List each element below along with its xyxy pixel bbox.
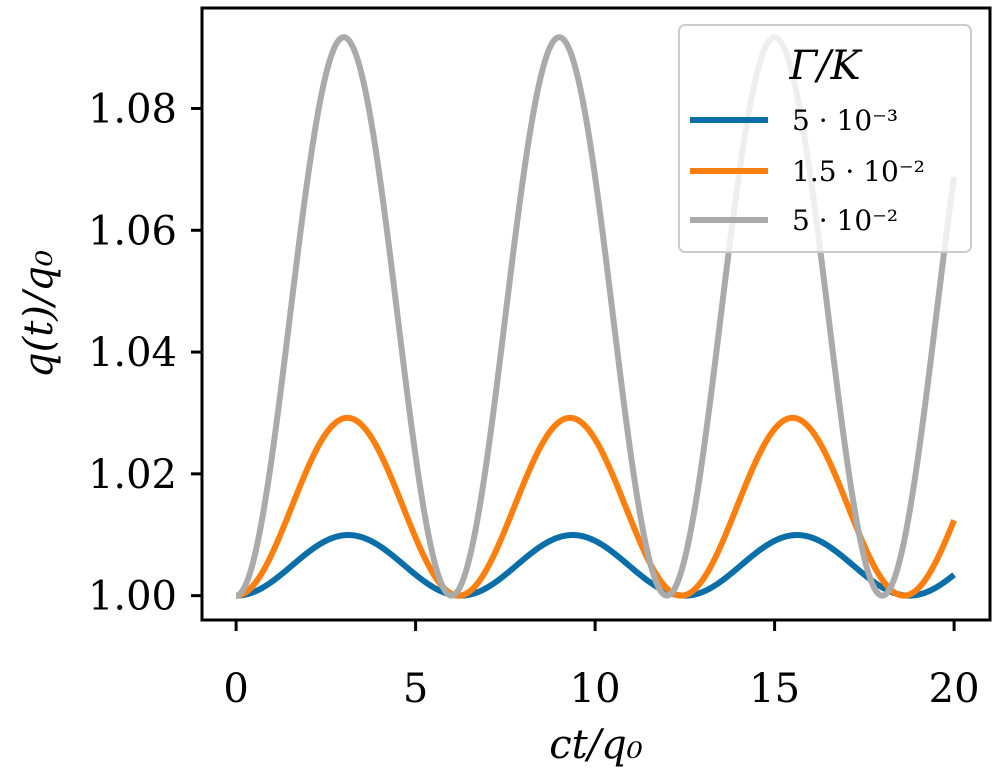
legend-label-3: 5 · 10⁻² [792,204,898,237]
legend: Γ/K 5 · 10⁻³ 1.5 · 10⁻² 5 · 10⁻² [678,24,972,253]
series-layer [234,34,958,599]
y-tick-label: 1.02 [88,452,177,498]
x-tick-label: 10 [570,666,621,712]
legend-title: Γ/K [788,43,862,89]
legend-label-2: 1.5 · 10⁻² [792,155,925,188]
series-line-3 [234,34,958,599]
legend-entries: 5 · 10⁻³ 1.5 · 10⁻² 5 · 10⁻² [690,104,925,237]
series-line-2 [234,414,957,599]
x-tick-label: 0 [223,666,248,712]
y-tick-label: 1.00 [88,574,177,620]
x-tick-label: 5 [403,666,428,712]
ticks-layer: 0 5 10 15 20 1.00 1.02 1.04 1.06 1.08 [88,86,980,712]
y-tick-label: 1.04 [88,330,177,376]
x-tick-label: 15 [749,666,800,712]
y-axis-label: q(t)/q₀ [16,250,62,378]
legend-box [678,24,972,253]
x-axis-label: ct/q₀ [549,722,643,768]
y-tick-label: 1.06 [88,208,177,254]
x-tick-label: 20 [929,666,980,712]
series-line-1 [234,532,957,599]
plot-frame [200,6,992,622]
legend-label-1: 5 · 10⁻³ [792,104,898,137]
y-tick-label: 1.08 [88,86,177,132]
